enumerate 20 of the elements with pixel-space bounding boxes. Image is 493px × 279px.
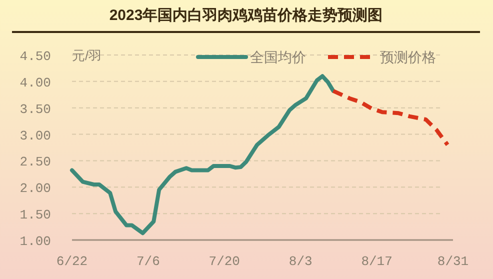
y-axis-title: 元/羽: [72, 48, 102, 63]
x-tick-label: 6/22: [56, 254, 88, 269]
legend-label: 全国均价: [250, 49, 306, 65]
y-tick-label: 1.00: [20, 234, 51, 249]
line-series: [331, 88, 450, 147]
x-tick-label: 8/17: [361, 254, 392, 269]
y-tick-label: 3.00: [20, 128, 51, 144]
x-tick-label: 8/3: [288, 254, 312, 269]
x-tick-label: 7/6: [136, 254, 160, 269]
line-series: [70, 74, 336, 236]
y-tick-label: 1.50: [20, 208, 51, 223]
x-tick-label: 8/31: [437, 254, 469, 269]
y-tick-label: 2.50: [20, 154, 51, 170]
chart-title: 2023年国内白羽肉鸡鸡苗价格走势预测图: [109, 7, 383, 24]
y-tick-label: 4.00: [20, 75, 51, 90]
x-tick-label: 7/20: [208, 254, 240, 269]
y-tick-label: 2.00: [20, 181, 51, 196]
y-tick-label: 4.50: [20, 49, 51, 64]
legend-label: 预测价格: [380, 49, 436, 65]
y-tick-label: 3.50: [20, 102, 51, 117]
